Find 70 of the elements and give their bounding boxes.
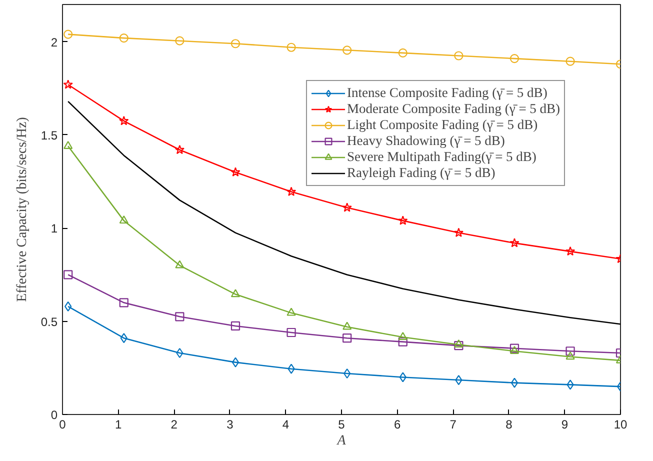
point: [454, 51, 464, 60]
point: [119, 116, 129, 126]
legend-label: Intense Composite Fading (γ̄ = 5 dB): [347, 85, 548, 101]
point: [230, 289, 240, 298]
x-tick-label: 5: [338, 418, 346, 432]
legend-label: Severe Multipath Fading(γ̄ = 5 dB): [347, 149, 536, 165]
y-axis-title: Effective Capacity (bits/secs/Hz): [14, 116, 30, 302]
point: [286, 186, 296, 196]
point: [288, 364, 295, 374]
x-tick-label: 1: [114, 418, 122, 432]
point: [119, 216, 128, 224]
x-axis-title: A: [336, 434, 346, 448]
y-tick-label: 2: [50, 35, 58, 50]
x-tick-label: 9: [561, 418, 568, 432]
y-tick-label: 0: [50, 408, 58, 422]
legend-label: Moderate Composite Fading (γ̄ = 5 dB): [347, 101, 560, 117]
y-tick-label: 0.5: [40, 314, 58, 329]
point: [566, 346, 575, 356]
point: [566, 352, 575, 360]
point: [64, 140, 73, 149]
point: [174, 144, 185, 154]
point: [175, 36, 184, 46]
point: [119, 34, 128, 43]
point: [230, 39, 240, 48]
point: [63, 80, 73, 89]
point: [230, 167, 240, 176]
point: [342, 334, 352, 343]
point: [120, 333, 128, 344]
point: [342, 46, 352, 55]
point: [398, 332, 408, 340]
legend-label: Light Composite Fading (γ̄ = 5 dB): [347, 117, 538, 133]
legend-label: Rayleigh Fading (γ̄ = 5 dB): [347, 165, 496, 181]
point: [64, 270, 73, 280]
x-tick-label: 3: [226, 418, 234, 432]
point: [342, 202, 352, 212]
x-tick-label: 6: [394, 418, 401, 432]
point: [510, 238, 520, 248]
x-tick-label: 8: [506, 418, 513, 432]
x-tick-label: 2: [170, 418, 178, 432]
point: [454, 228, 464, 237]
point: [454, 339, 464, 348]
point: [510, 54, 520, 64]
point: [398, 216, 408, 225]
legend-label: Heavy Shadowing (γ̄ = 5 dB): [347, 133, 505, 149]
point: [175, 312, 184, 322]
point: [230, 321, 240, 331]
y-tick-label: 1.5: [40, 128, 58, 142]
point: [398, 337, 408, 346]
point: [175, 260, 184, 268]
point: [342, 322, 352, 330]
point: [566, 380, 574, 390]
point: [64, 301, 72, 312]
line-series: [67, 100, 620, 325]
point: [64, 30, 73, 39]
point: [510, 378, 518, 388]
x-tick-label: 7: [450, 418, 457, 432]
point: [286, 308, 296, 316]
x-tick-label: 0: [59, 418, 66, 432]
point: [399, 372, 406, 382]
point: [565, 246, 576, 256]
point: [286, 328, 296, 338]
point: [286, 42, 296, 52]
x-tick-label: 10: [614, 418, 628, 432]
point: [566, 56, 575, 66]
point: [454, 340, 464, 350]
y-tick-label: 1: [50, 222, 58, 236]
point: [398, 48, 408, 58]
point: [232, 357, 240, 368]
x-tick-label: 4: [282, 418, 290, 432]
point: [119, 298, 128, 308]
